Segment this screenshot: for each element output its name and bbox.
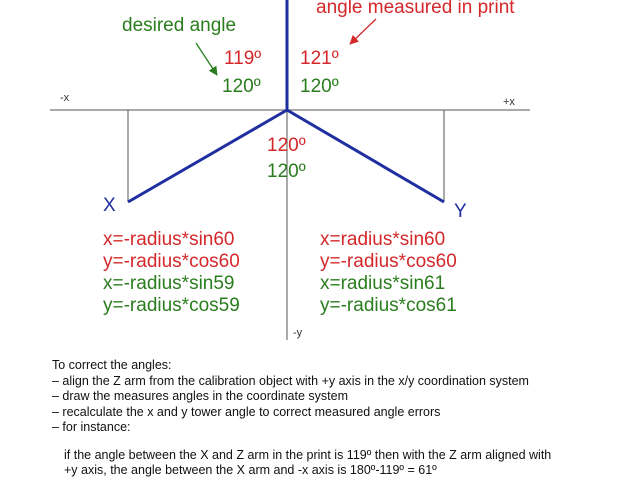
angle-measured-label: angle measured in print bbox=[316, 0, 515, 18]
left-formula-green-y: y=-radius*cos59 bbox=[103, 295, 240, 316]
right-formula-red-x: x=radius*sin60 bbox=[320, 229, 446, 250]
notes-line: To correct the angles: bbox=[52, 358, 172, 372]
desired-angle-label: desired angle bbox=[122, 15, 237, 36]
left-measured-angle: 119º bbox=[224, 48, 262, 69]
tower-y-label: Y bbox=[454, 201, 467, 222]
pos-x-label: +x bbox=[503, 96, 515, 108]
right-formula-green-y: y=-radius*cos61 bbox=[320, 295, 457, 316]
example-line: if the angle between the X and Z arm in … bbox=[64, 447, 552, 462]
bottom-measured-angle: 120º bbox=[267, 135, 306, 156]
notes-line: – recalculate the x and y tower angle to… bbox=[52, 404, 441, 419]
left-formula-red-y: y=-radius*cos60 bbox=[103, 251, 240, 272]
right-desired-angle: 120º bbox=[300, 76, 339, 97]
desired-angle-arrow bbox=[195, 42, 218, 76]
neg-y-label: -y bbox=[293, 327, 303, 339]
neg-x-label: -x bbox=[60, 92, 70, 104]
bottom-desired-angle: 120º bbox=[267, 161, 306, 182]
instructions-text: To correct the angles: – align the Z arm… bbox=[52, 358, 622, 479]
right-formula-red-y: y=-radius*cos60 bbox=[320, 251, 457, 272]
right-formula-green-x: x=radius*sin61 bbox=[320, 273, 446, 294]
example-line: +y axis, the angle between the X arm and… bbox=[64, 463, 437, 477]
y-arm bbox=[286, 108, 445, 204]
x-arm bbox=[127, 108, 288, 204]
right-measured-angle: 121º bbox=[300, 48, 339, 69]
left-formula-red-x: x=-radius*sin60 bbox=[103, 229, 235, 250]
notes-line: – align the Z arm from the calibration o… bbox=[52, 373, 529, 388]
left-desired-angle: 120º bbox=[222, 76, 261, 97]
tower-x-label: X bbox=[103, 195, 116, 216]
notes-line: – for instance: bbox=[52, 420, 131, 434]
left-formula-green-x: x=-radius*sin59 bbox=[103, 273, 235, 294]
measured-angle-arrow bbox=[349, 18, 377, 45]
notes-spacer bbox=[52, 436, 622, 448]
notes-line: – draw the measures angles in the coordi… bbox=[52, 389, 348, 403]
